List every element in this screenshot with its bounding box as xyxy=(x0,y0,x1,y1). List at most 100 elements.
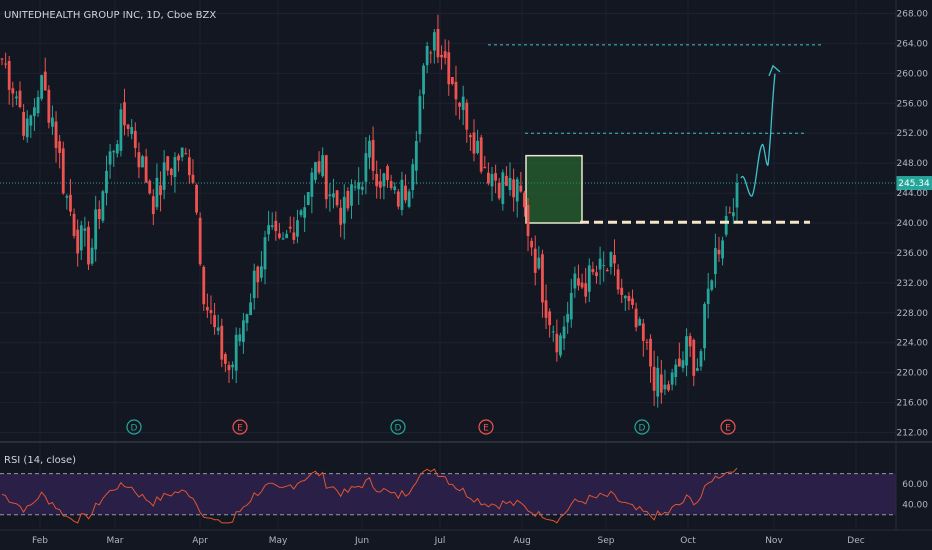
candle-body xyxy=(688,335,692,347)
candle-body xyxy=(422,65,425,95)
candle-body xyxy=(368,140,371,158)
event-marker-earnings[interactable]: E xyxy=(232,419,248,435)
candle-body xyxy=(292,232,296,240)
candle-body xyxy=(54,121,58,148)
candle-body xyxy=(613,255,616,264)
candle-body xyxy=(328,194,332,197)
candle-body xyxy=(685,336,688,366)
candle-body xyxy=(461,96,465,110)
candle-body xyxy=(501,172,505,204)
candle-body xyxy=(541,254,544,303)
candle-body xyxy=(371,139,375,171)
month-tick-label: Jun xyxy=(354,536,369,546)
candle-body xyxy=(126,124,130,129)
candle-body xyxy=(234,334,238,371)
candle-body xyxy=(47,89,51,123)
annotations-front: 245.34 xyxy=(580,64,932,224)
candle-body xyxy=(699,351,703,367)
candle-body xyxy=(231,364,234,368)
month-tick-label: Sep xyxy=(598,536,615,546)
candle-body xyxy=(429,52,433,54)
candle-body xyxy=(101,191,105,221)
candle-body xyxy=(393,186,397,191)
candle-body xyxy=(677,358,681,367)
candle-body xyxy=(389,181,393,188)
candle-body xyxy=(36,97,40,114)
candle-body xyxy=(577,278,580,286)
candle-body xyxy=(508,177,512,191)
candle-body xyxy=(515,179,519,202)
candle-body xyxy=(87,226,90,265)
candle-body xyxy=(151,196,155,215)
price-tick-label: 240.00 xyxy=(897,219,929,229)
projection-path[interactable] xyxy=(740,64,781,197)
month-tick-label: Dec xyxy=(847,536,864,546)
candle-body xyxy=(573,273,577,289)
candle-body xyxy=(595,272,598,277)
candle-body xyxy=(659,374,663,393)
candle-body xyxy=(15,96,18,99)
candle-body xyxy=(360,186,364,190)
candle-body xyxy=(162,162,166,190)
event-marker-dividend[interactable]: D xyxy=(634,419,650,435)
candles xyxy=(0,14,739,408)
event-marker-dividend[interactable]: D xyxy=(390,419,406,435)
event-letter: E xyxy=(483,424,489,434)
price-tick-label: 248.00 xyxy=(897,159,929,169)
candle-body xyxy=(609,251,613,267)
candle-body xyxy=(523,192,526,208)
candle-body xyxy=(454,81,458,100)
candle-body xyxy=(141,156,144,168)
candle-body xyxy=(260,266,263,278)
candle-body xyxy=(198,217,202,265)
candle-body xyxy=(238,334,242,342)
candle-body xyxy=(58,141,62,153)
candle-body xyxy=(631,298,634,305)
candle-body xyxy=(512,179,516,198)
candle-body xyxy=(18,90,22,107)
candle-body xyxy=(108,151,112,165)
candle-body xyxy=(458,102,461,107)
month-tick-label: Jul xyxy=(434,536,446,546)
candle-body xyxy=(22,112,26,136)
candle-body xyxy=(440,54,443,58)
candle-body xyxy=(119,109,123,151)
price-tick-label: 260.00 xyxy=(897,69,929,79)
candle-body xyxy=(411,164,415,191)
candle-body xyxy=(191,174,195,183)
candle-body xyxy=(479,137,483,172)
candle-body xyxy=(79,225,83,251)
candle-body xyxy=(605,269,609,272)
candle-body xyxy=(335,190,339,206)
candle-body xyxy=(353,186,357,188)
candle-body xyxy=(33,107,36,117)
candle-body xyxy=(324,155,328,200)
candle-body xyxy=(317,161,321,173)
price-tick-label: 212.00 xyxy=(897,429,929,439)
candle-body xyxy=(227,365,231,371)
candle-body xyxy=(364,153,368,182)
event-marker-dividend[interactable]: D xyxy=(126,419,142,435)
month-tick-label: May xyxy=(269,536,288,546)
candle-body xyxy=(195,184,198,213)
candle-body xyxy=(378,181,382,188)
event-letter: E xyxy=(237,424,243,434)
candle-body xyxy=(656,367,660,397)
candle-body xyxy=(61,148,65,194)
candle-body xyxy=(443,51,447,58)
candle-body xyxy=(721,240,724,259)
price-tick-label: 228.00 xyxy=(897,309,929,319)
event-marker-earnings[interactable]: E xyxy=(720,419,736,435)
candle-body xyxy=(703,303,706,349)
candle-body xyxy=(537,257,541,269)
candle-body xyxy=(0,58,4,60)
event-marker-earnings[interactable]: E xyxy=(478,419,494,435)
candle-body xyxy=(252,270,256,299)
event-letter: E xyxy=(725,424,731,434)
candle-body xyxy=(296,220,299,237)
consolidation-box[interactable] xyxy=(525,154,583,224)
candle-body xyxy=(314,162,317,180)
candle-body xyxy=(418,96,422,135)
